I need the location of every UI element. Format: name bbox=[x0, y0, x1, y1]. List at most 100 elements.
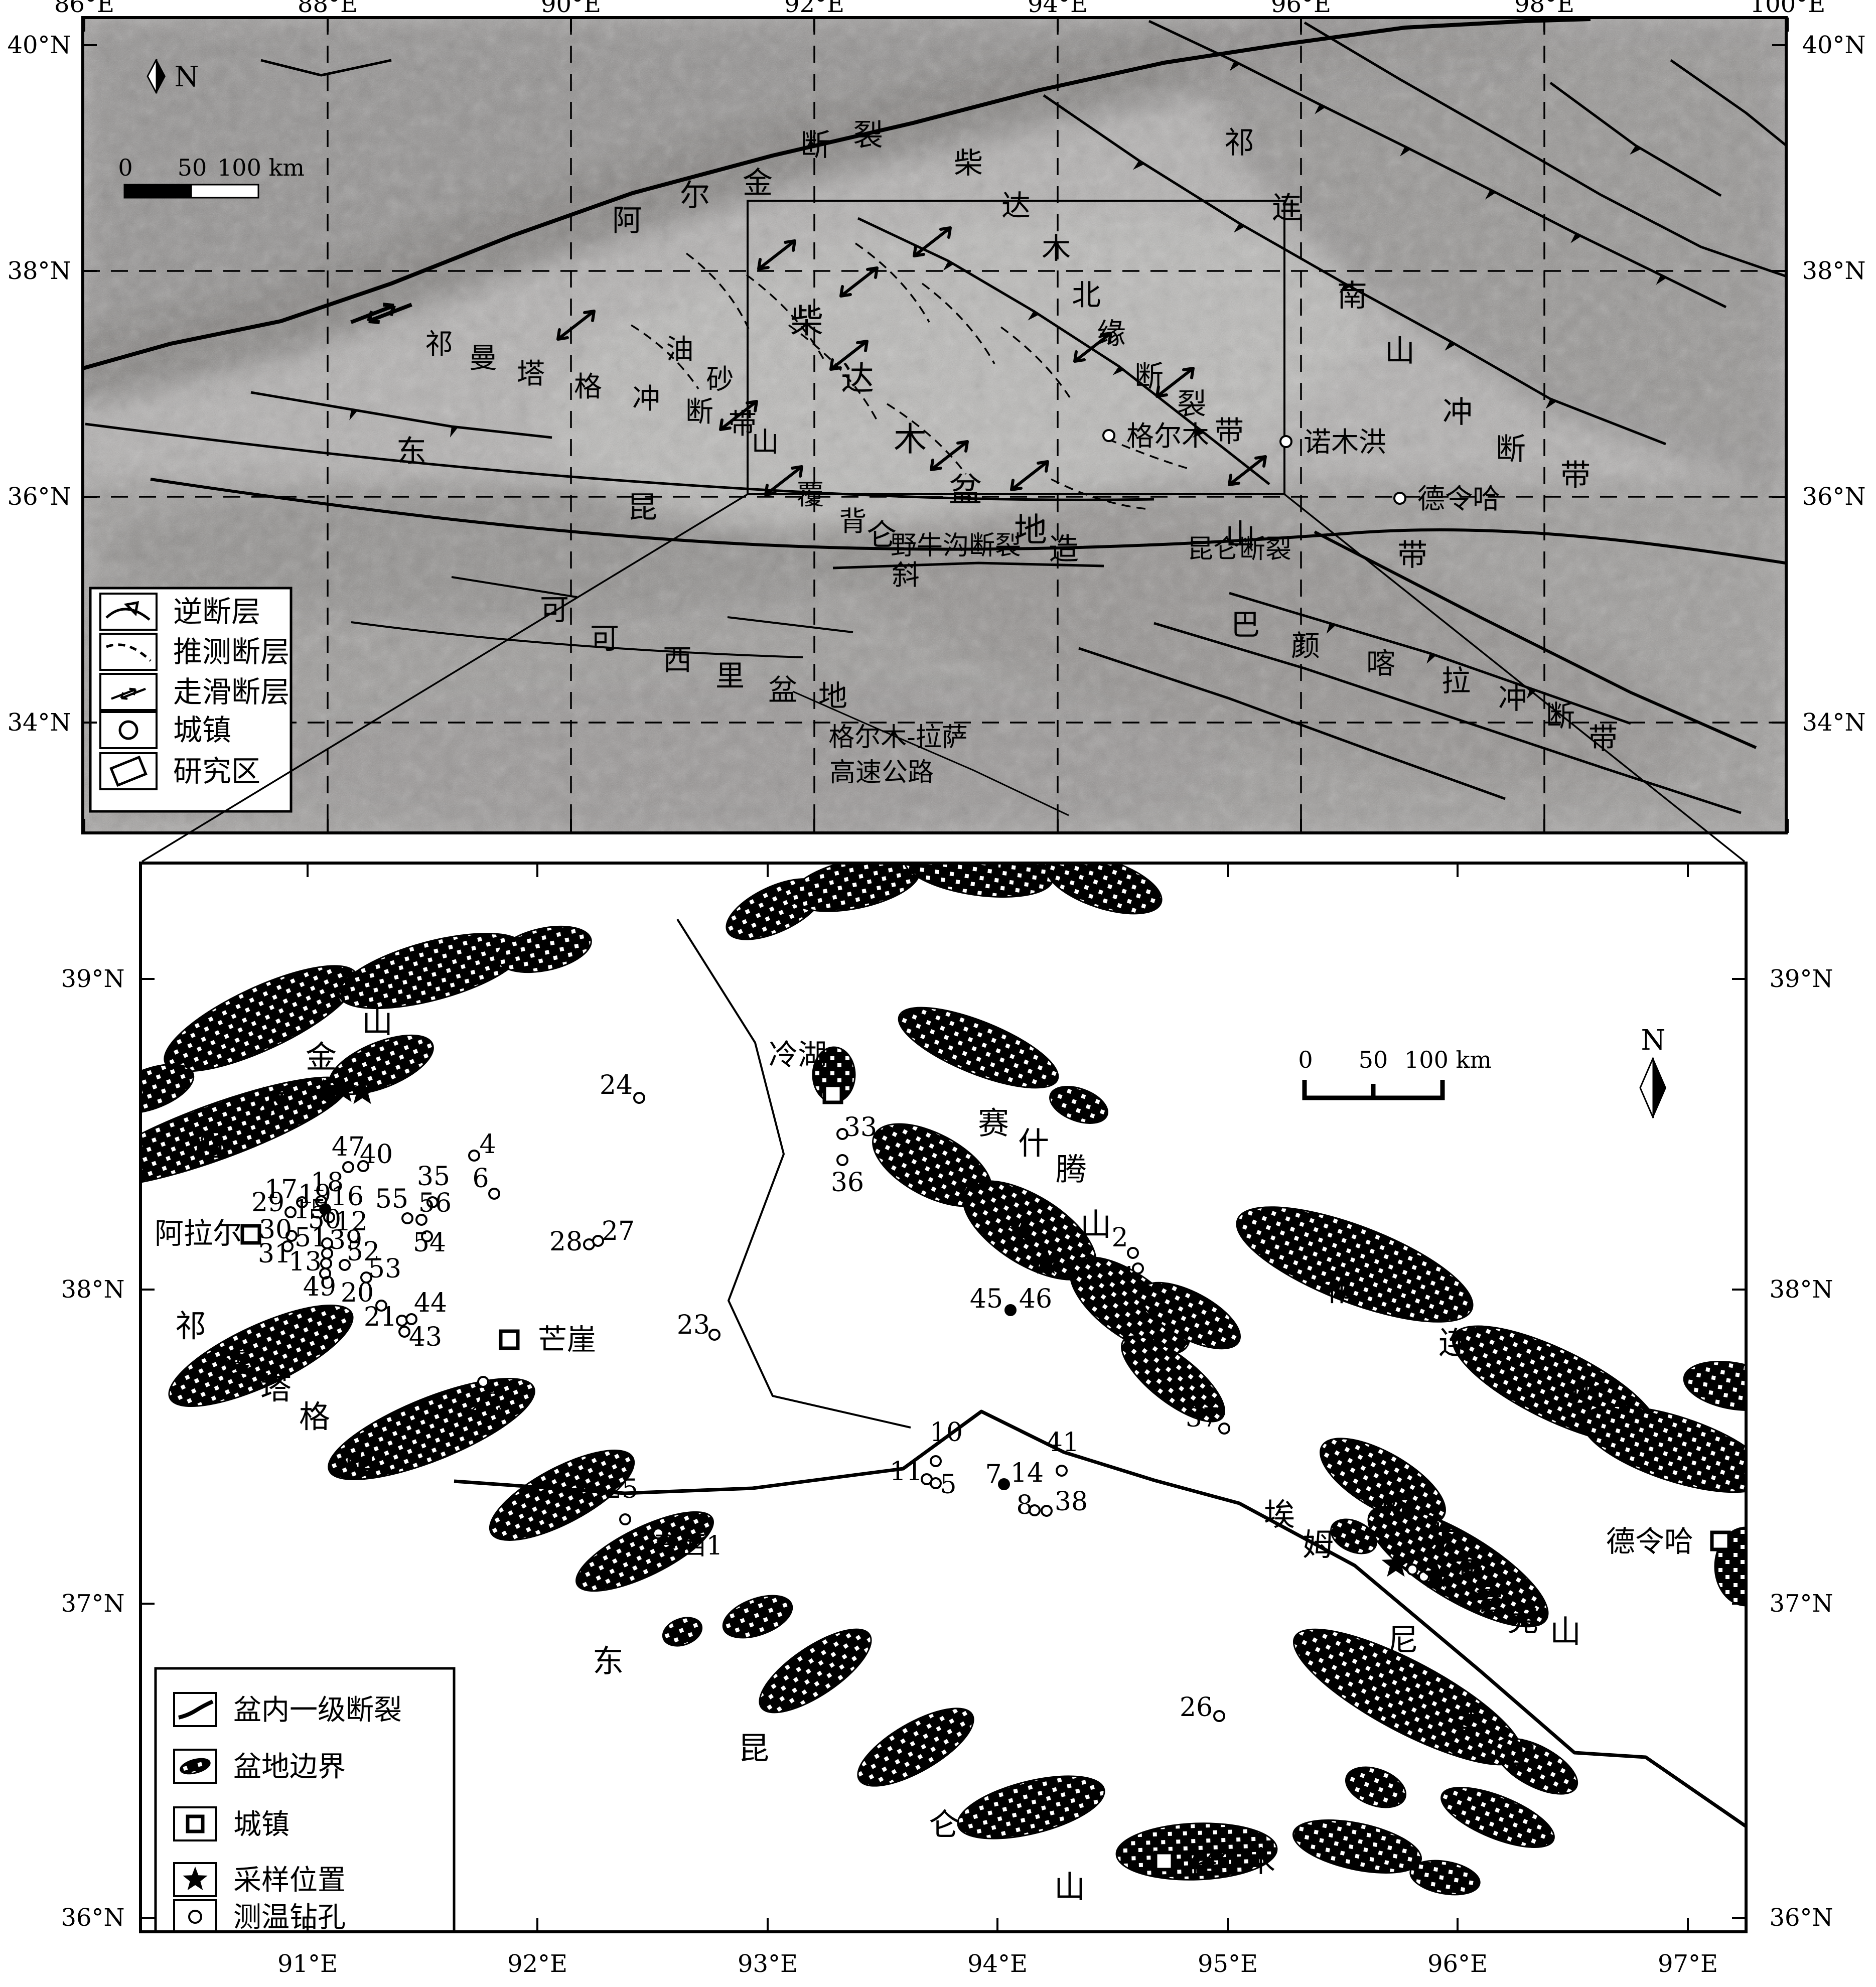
borehole-marker bbox=[396, 1315, 408, 1327]
scalebar-label: 0 bbox=[1298, 1046, 1313, 1073]
mountain-label: 山 bbox=[1054, 1869, 1085, 1905]
borehole-marker bbox=[1406, 1564, 1418, 1576]
town-marker bbox=[1279, 435, 1292, 448]
mountain-label: 格 bbox=[299, 1398, 330, 1435]
basin-boundary-blob bbox=[497, 925, 592, 973]
borehole-label: 21 bbox=[364, 1302, 397, 1332]
borehole-label: 50 bbox=[308, 1205, 341, 1235]
axis-label-lon: 94°E bbox=[967, 1950, 1028, 1978]
map-label: 油 bbox=[666, 333, 693, 365]
town-marker bbox=[1393, 492, 1406, 505]
map-label: 达 bbox=[1001, 189, 1031, 223]
mountain-label: 克 bbox=[1456, 1708, 1487, 1745]
connector-line bbox=[1283, 493, 1746, 863]
borehole-label: 36 bbox=[831, 1168, 864, 1198]
north-label: N bbox=[175, 61, 199, 93]
map-label: 地 bbox=[818, 679, 847, 713]
legend-label: 逆断层 bbox=[173, 595, 260, 629]
legend-symbol-box bbox=[99, 711, 158, 749]
fault-line bbox=[857, 217, 1270, 485]
basin-boundary-blob bbox=[1683, 1360, 1746, 1411]
scalebar-segment bbox=[190, 184, 259, 199]
north-arrow-icon bbox=[157, 59, 166, 93]
axis-label-lon: 97°E bbox=[1658, 1950, 1718, 1978]
borehole-marker bbox=[998, 1478, 1010, 1490]
borehole-label: 31 bbox=[258, 1239, 291, 1269]
borehole-label: 40 bbox=[360, 1140, 393, 1170]
basin-boundary-blob bbox=[1330, 1518, 1377, 1554]
map-label: 带 bbox=[1397, 538, 1427, 573]
borehole-marker bbox=[319, 1267, 331, 1280]
map-label: 覆 bbox=[796, 479, 824, 511]
mountain-label: 欧 bbox=[1381, 1490, 1412, 1527]
map-label: 山 bbox=[1225, 518, 1255, 553]
borehole-label: 8 bbox=[1016, 1490, 1033, 1520]
borehole-marker bbox=[320, 1257, 332, 1269]
borehole-label: 35 bbox=[417, 1162, 450, 1192]
basin-boundary-blob bbox=[1494, 1738, 1578, 1795]
borehole-label: 23 bbox=[677, 1310, 710, 1340]
fault-line bbox=[1549, 81, 1722, 197]
basin-fault-line bbox=[454, 1409, 1746, 1828]
borehole-label: 43 bbox=[409, 1322, 442, 1352]
top-map-border bbox=[81, 16, 1788, 834]
map-label: 断 bbox=[1134, 359, 1164, 393]
axis-label-lat: 36°N bbox=[1769, 1904, 1833, 1932]
borehole-marker bbox=[398, 1326, 410, 1338]
inferred-fault-line bbox=[887, 403, 967, 475]
sample-site-marker bbox=[1009, 1217, 1038, 1244]
basin-boundary-blob bbox=[1045, 863, 1163, 915]
borehole-marker bbox=[357, 1160, 369, 1172]
basin-boundary-blob bbox=[1236, 1206, 1474, 1323]
mountain-label: 山 bbox=[1550, 1613, 1581, 1650]
sample-site-marker bbox=[348, 1077, 377, 1104]
borehole-label: 22 bbox=[469, 1388, 502, 1418]
borehole-marker bbox=[488, 1188, 500, 1200]
axis-label-lon: 94°E bbox=[1028, 0, 1088, 18]
map-label: 高速公路 bbox=[829, 758, 934, 788]
borehole-label: 16 bbox=[331, 1182, 364, 1212]
town-marker bbox=[240, 1224, 261, 1245]
map-label: 柴 bbox=[954, 146, 983, 180]
borehole-marker bbox=[633, 1092, 645, 1104]
map-label: 祁 bbox=[425, 328, 453, 361]
basin-boundary-blob bbox=[1292, 1819, 1422, 1874]
axis-label-lon: 95°E bbox=[1198, 1950, 1258, 1978]
scalebar-label: 50 bbox=[178, 154, 207, 181]
mountain-label: 山 bbox=[1080, 1206, 1111, 1243]
basin-boundary-blob bbox=[328, 1378, 535, 1480]
map-label: 带 bbox=[729, 408, 757, 441]
map-label: 昆仑断裂 bbox=[1187, 534, 1291, 564]
basin-boundary-blob bbox=[140, 1063, 195, 1114]
borehole-label: 55 bbox=[375, 1184, 408, 1214]
town-label: 格尔木 bbox=[1126, 420, 1209, 452]
borehole-label: 46 bbox=[1019, 1284, 1052, 1314]
town-label: 德令哈 bbox=[1606, 1524, 1693, 1558]
basin-boundary-blob bbox=[1367, 1505, 1549, 1628]
borehole-marker bbox=[930, 1477, 942, 1489]
borehole-marker bbox=[401, 1212, 413, 1224]
borehole-marker bbox=[468, 1150, 480, 1162]
fold-axis-icon bbox=[764, 465, 803, 496]
legend-label: 测温钻孔 bbox=[233, 1901, 346, 1934]
bottom-map-frame-axes: 91°E 92°E 93°E 94°E 95°E 96°E 97°E 39°N 39°N 38°N… bbox=[61, 862, 1833, 1978]
axis-label-lat: 38°N bbox=[1802, 257, 1865, 285]
legend-symbol-box bbox=[99, 673, 158, 711]
borehole-label: 45 bbox=[970, 1284, 1003, 1314]
mountain-label: 克 bbox=[1507, 1602, 1538, 1638]
map-label: 北 bbox=[1072, 278, 1101, 312]
inferred-fault-line bbox=[631, 324, 699, 389]
mountain-label: 仑 bbox=[929, 1806, 960, 1843]
map-label: 造 bbox=[1049, 532, 1079, 567]
fault-line bbox=[250, 391, 552, 439]
fault-line bbox=[451, 576, 578, 598]
borehole-label: 27 bbox=[602, 1216, 635, 1246]
town-icon bbox=[118, 720, 138, 740]
borehole-label: 5 bbox=[940, 1470, 956, 1500]
borehole-label: 4 bbox=[479, 1129, 496, 1160]
borehole-marker bbox=[1029, 1504, 1041, 1516]
map-label: 连 bbox=[1272, 191, 1302, 226]
borehole-label: 13 bbox=[288, 1247, 322, 1277]
borehole-marker bbox=[405, 1313, 417, 1325]
sample-site-marker bbox=[1421, 1560, 1451, 1588]
